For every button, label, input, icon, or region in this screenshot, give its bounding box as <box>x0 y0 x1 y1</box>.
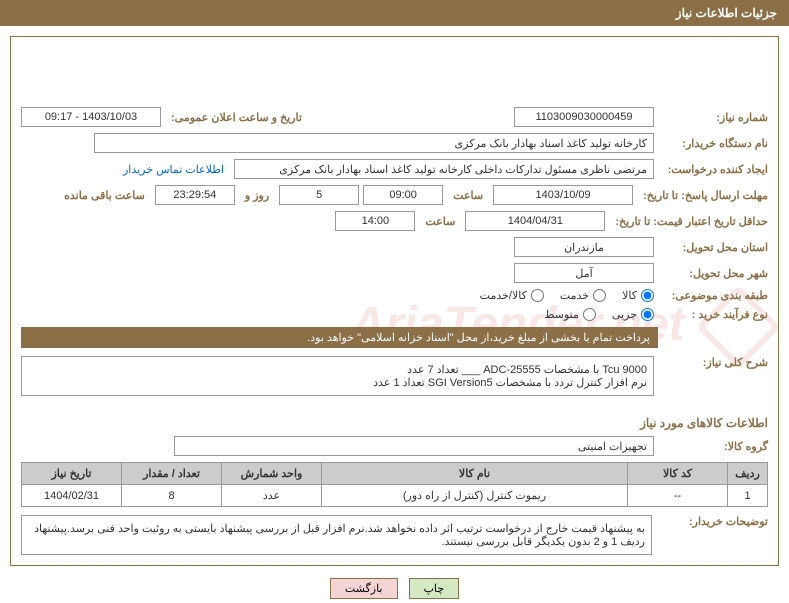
deadline-countdown: 23:29:54 <box>155 185 235 205</box>
goods-section-title: اطلاعات کالاهای مورد نیاز <box>21 416 768 430</box>
city-label: شهر محل تحویل: <box>658 267 768 280</box>
category-both[interactable]: کالا/خدمت <box>480 289 544 302</box>
td-row: 1 <box>728 485 768 507</box>
content-panel: AriaTender.net شماره نیاز: 1103009030000… <box>10 36 779 566</box>
need-number-label: شماره نیاز: <box>658 111 768 124</box>
overview-label: شرح کلی نیاز: <box>658 356 768 369</box>
th-code: کد کالا <box>628 463 728 485</box>
td-unit: عدد <box>222 485 322 507</box>
back-button[interactable]: بازگشت <box>330 578 398 599</box>
th-row: ردیف <box>728 463 768 485</box>
overview-box: Tcu 9000 با مشخصات ADC-25555 ___ تعداد 7… <box>21 356 654 396</box>
category-label: طبقه بندی موضوعی: <box>658 289 768 302</box>
requester-value: مرتضی ناظری مسئول تدارکات داخلی کارخانه … <box>234 159 654 179</box>
process-radio-group: جزیی متوسط <box>544 308 654 321</box>
buyer-notes-label: توضیحات خریدار: <box>658 515 768 555</box>
validity-time: 14:00 <box>335 211 415 231</box>
deadline-date: 1403/10/09 <box>493 185 633 205</box>
validity-time-label: ساعت <box>419 215 461 228</box>
deadline-days-label: روز و <box>239 189 275 202</box>
need-number-value: 1103009030000459 <box>514 107 654 127</box>
buyer-notes-box: به پیشنهاد قیمت خارج از درخواست ترتیب اث… <box>21 515 652 555</box>
overview-line1: Tcu 9000 با مشخصات ADC-25555 ___ تعداد 7… <box>28 363 647 376</box>
deadline-label: مهلت ارسال پاسخ: تا تاریخ: <box>637 189 768 202</box>
deadline-days: 5 <box>279 185 359 205</box>
payment-note: پرداخت تمام یا بخشی از مبلغ خرید،از محل … <box>21 327 658 348</box>
requester-label: ایجاد کننده درخواست: <box>658 163 768 176</box>
td-name: ریموت کنترل (کنترل از راه دور) <box>322 485 628 507</box>
process-medium[interactable]: متوسط <box>544 308 596 321</box>
td-code: -- <box>628 485 728 507</box>
category-radio-group: کالا خدمت کالا/خدمت <box>480 289 654 302</box>
overview-line2: نرم افزار کنترل تردد با مشخصات SGI Versi… <box>28 376 647 389</box>
validity-date: 1404/04/31 <box>465 211 605 231</box>
th-unit: واحد شمارش <box>222 463 322 485</box>
page-header: جزئیات اطلاعات نیاز <box>0 0 789 26</box>
process-label: نوع فرآیند خرید : <box>658 308 768 321</box>
province-value: مازندران <box>514 237 654 257</box>
button-row: چاپ بازگشت <box>0 578 789 599</box>
th-qty: تعداد / مقدار <box>122 463 222 485</box>
category-goods[interactable]: کالا <box>622 289 654 302</box>
goods-group-value: تجهیزات امنیتی <box>174 436 654 456</box>
validity-label: حداقل تاریخ اعتبار قیمت: تا تاریخ: <box>609 215 768 228</box>
table-row: 1 -- ریموت کنترل (کنترل از راه دور) عدد … <box>22 485 768 507</box>
city-value: آمل <box>514 263 654 283</box>
goods-group-label: گروه کالا: <box>658 440 768 453</box>
td-date: 1404/02/31 <box>22 485 122 507</box>
print-button[interactable]: چاپ <box>409 578 460 599</box>
province-label: استان محل تحویل: <box>658 241 768 254</box>
goods-table: ردیف کد کالا نام کالا واحد شمارش تعداد /… <box>21 462 768 507</box>
td-qty: 8 <box>122 485 222 507</box>
th-name: نام کالا <box>322 463 628 485</box>
contact-link[interactable]: اطلاعات تماس خریدار <box>123 163 230 176</box>
announce-label: تاریخ و ساعت اعلان عمومی: <box>165 111 308 124</box>
announce-value: 1403/10/03 - 09:17 <box>21 107 161 127</box>
deadline-remaining-label: ساعت باقی مانده <box>58 189 151 202</box>
th-date: تاریخ نیاز <box>22 463 122 485</box>
table-header-row: ردیف کد کالا نام کالا واحد شمارش تعداد /… <box>22 463 768 485</box>
category-service[interactable]: خدمت <box>560 289 606 302</box>
page-title: جزئیات اطلاعات نیاز <box>676 6 777 20</box>
buyer-org-value: کارخانه تولید کاغذ اسناد بهادار بانک مرک… <box>94 133 654 153</box>
deadline-time-label: ساعت <box>447 189 489 202</box>
process-partial[interactable]: جزیی <box>612 308 654 321</box>
deadline-time: 09:00 <box>363 185 443 205</box>
buyer-org-label: نام دستگاه خریدار: <box>658 137 768 150</box>
